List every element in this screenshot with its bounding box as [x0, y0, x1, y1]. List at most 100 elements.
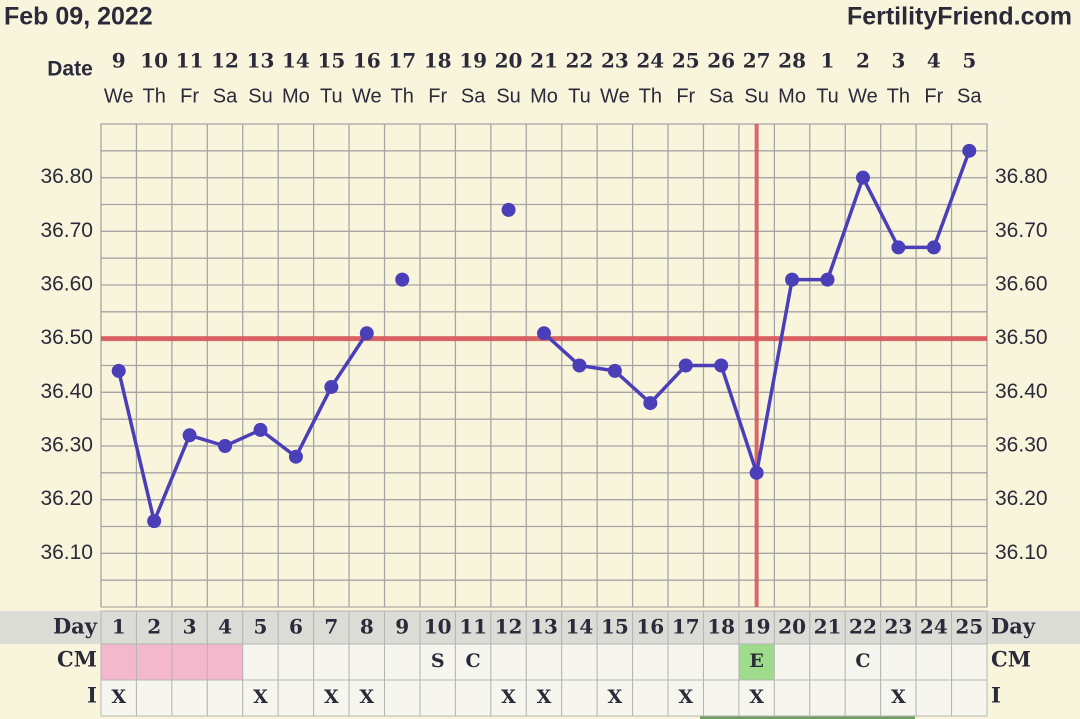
date-label: 9: [112, 49, 126, 73]
intercourse-cell: [702, 679, 740, 717]
date-label: 18: [424, 49, 452, 73]
temperature-point: [147, 514, 162, 529]
cm-cell: [384, 643, 421, 681]
temperature-point: [537, 326, 551, 341]
y-tick-label-right: 36.30: [995, 434, 1048, 457]
intercourse-value: X: [678, 686, 693, 708]
temperature-point: [749, 465, 764, 480]
cycle-day: 6: [289, 615, 303, 639]
temperature-point: [926, 240, 941, 255]
temperature-point: [111, 363, 126, 378]
intercourse-value: X: [537, 686, 552, 708]
day-cell: [490, 610, 527, 645]
row-label-right: I: [991, 683, 1001, 708]
cycle-day: 11: [459, 615, 487, 639]
cm-value: C: [466, 650, 481, 672]
weekday-label: Tu: [320, 85, 343, 107]
weekday-label: Mo: [530, 85, 558, 107]
day-cell: [135, 610, 173, 645]
cm-cell: [171, 643, 208, 681]
intercourse-cell: [596, 679, 634, 717]
cycle-day: 5: [254, 615, 268, 639]
y-tick-label: 36.80: [40, 165, 93, 188]
intercourse-cell: [667, 679, 704, 717]
row-label-right: CM: [991, 647, 1031, 672]
day-cell: [100, 610, 137, 645]
temperature-point: [572, 358, 587, 373]
cycle-day: 20: [778, 615, 806, 639]
weekday-label: Sa: [461, 85, 486, 107]
day-cell: [242, 610, 279, 645]
date-label: 20: [495, 49, 523, 73]
cm-cell: [313, 643, 350, 681]
cycle-day: 16: [636, 615, 664, 639]
cm-cell: [561, 643, 598, 681]
intercourse-cell: [880, 679, 917, 717]
weekday-label: We: [600, 85, 630, 107]
intercourse-cell: [348, 679, 386, 717]
intercourse-cell: [135, 679, 173, 717]
intercourse-value: X: [324, 686, 339, 708]
y-tick-label: 36.20: [40, 487, 93, 510]
weekday-label: Sa: [957, 85, 982, 107]
temperature-line: [117, 332, 369, 523]
temperature-point: [607, 363, 622, 378]
intercourse-cell: [206, 679, 244, 717]
day-cell: [277, 610, 315, 645]
day-cell: [313, 610, 350, 645]
cycle-day: 18: [707, 615, 735, 639]
cycle-day: 4: [218, 615, 232, 639]
weekday-label: Mo: [778, 85, 806, 107]
weekday-label: Sa: [709, 85, 734, 107]
y-tick-label-right: 36.60: [995, 273, 1048, 296]
cycle-day: 24: [920, 615, 948, 639]
date-label: 11: [176, 49, 204, 73]
weekday-label: Tu: [816, 85, 839, 107]
day-cell: [667, 610, 704, 645]
weekday-label: Th: [639, 85, 662, 107]
cycle-day: 23: [884, 615, 912, 639]
cm-value: S: [431, 650, 445, 672]
cm-cell: [738, 643, 775, 681]
temperature-point: [678, 358, 693, 373]
intercourse-cell: [384, 679, 421, 717]
date-label: 1: [821, 49, 835, 73]
date-label: 17: [388, 49, 416, 73]
cm-value: C: [855, 650, 870, 672]
intercourse-cell: [419, 679, 456, 717]
day-cell: [348, 610, 386, 645]
cycle-day: 14: [566, 615, 594, 639]
y-tick-label-right: 36.50: [995, 326, 1048, 349]
date-label: 16: [353, 49, 381, 73]
weekday-label: Fr: [676, 85, 695, 107]
cycle-day: 22: [849, 615, 877, 639]
cycle-day: 25: [955, 615, 983, 639]
y-tick-label: 36.70: [40, 219, 93, 242]
temperature-point: [218, 439, 233, 453]
weekday-label: Th: [887, 85, 910, 107]
day-cell: [632, 610, 669, 645]
intercourse-cell: [100, 679, 137, 717]
date-label: 26: [707, 49, 735, 73]
cm-cell: [277, 643, 315, 681]
date-label: 21: [530, 49, 558, 73]
cycle-day: 9: [395, 615, 409, 639]
y-tick-label: 36.40: [40, 380, 93, 403]
weekday-label: We: [104, 85, 134, 107]
cm-cell: [809, 643, 846, 681]
weekday-label: We: [352, 85, 382, 107]
y-tick-label-right: 36.20: [995, 487, 1048, 510]
intercourse-value: X: [253, 686, 268, 708]
cm-cell: [596, 643, 634, 681]
date-label: 13: [247, 49, 275, 73]
cm-cell: [632, 643, 669, 681]
cycle-day: 13: [530, 615, 558, 639]
day-cell: [206, 610, 244, 645]
date-label: 22: [566, 49, 594, 73]
cycle-day: 12: [495, 615, 523, 639]
intercourse-cell: [951, 679, 988, 717]
site-name: FertilityFriend.com: [847, 3, 1072, 31]
y-tick-label: 36.10: [40, 541, 93, 564]
temperature-point: [324, 379, 339, 394]
